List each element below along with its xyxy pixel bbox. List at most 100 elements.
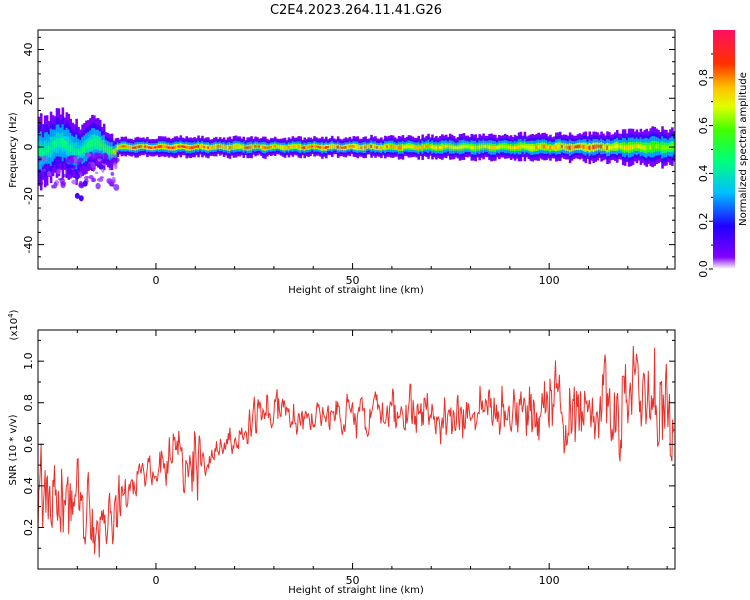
snr-frame <box>37 329 676 570</box>
spectrogram-cell <box>458 145 462 150</box>
spectrogram-speckle <box>53 181 58 189</box>
spectrogram-cell <box>545 145 548 149</box>
snr-ytick-label: 0.6 <box>22 436 35 454</box>
spectrogram-cell <box>590 145 594 150</box>
spectrogram-speckle <box>108 168 114 171</box>
spectrogram-speckle <box>38 168 43 176</box>
spectrogram-cell <box>226 146 230 150</box>
spectrogram-cell <box>228 146 232 150</box>
spectrogram-cell <box>124 145 128 148</box>
spectrogram-cell <box>366 145 369 148</box>
spectrogram-cell <box>643 145 647 150</box>
spectrogram-cell <box>110 149 114 155</box>
spectrogram-cell <box>576 144 580 149</box>
spectrogram-cell <box>582 144 586 149</box>
spectrogram-cell <box>513 146 517 150</box>
spectrogram-cell <box>562 145 566 149</box>
spectrogram-cell <box>474 146 478 150</box>
spectrogram-cell <box>268 146 271 149</box>
spectrogram-cell <box>146 145 149 149</box>
spectrogram-speckle <box>60 182 66 189</box>
spectrogram-cell <box>641 145 645 150</box>
spectrogram-cell <box>498 145 501 149</box>
spectrogram-cell <box>568 145 572 150</box>
spectrogram-cell <box>486 145 489 148</box>
spectrogram-speckle <box>78 157 84 162</box>
spectrogram-cell <box>374 145 377 149</box>
spectrogram-cell <box>527 145 531 149</box>
spectrogram-cell <box>539 144 542 149</box>
spectrogram-cell <box>553 146 556 149</box>
spectrogram-cell <box>401 145 405 149</box>
spectrogram-cell <box>413 146 417 149</box>
colorbar-tick-label: 0.0 <box>697 260 710 278</box>
spectrogram-cell <box>248 146 251 149</box>
spectrogram-speckle <box>41 169 46 173</box>
spectrogram-cell <box>462 144 466 149</box>
spectrogram-ytick-label: 0 <box>22 144 35 151</box>
colorbar-gradient <box>713 30 735 269</box>
spectrogram-cell <box>470 145 474 150</box>
spectrogram-cell <box>203 145 206 149</box>
spectrogram-cell <box>566 146 570 150</box>
spectrogram-cell <box>171 146 175 149</box>
spectrogram-cell <box>260 145 263 149</box>
spectrogram-cell <box>411 145 415 149</box>
spectrogram-cell <box>238 145 242 148</box>
spectrogram-cell <box>102 143 106 150</box>
spectrogram-cell <box>159 145 163 148</box>
spectrogram-cell <box>616 144 619 149</box>
spectrogram-cell <box>152 146 155 149</box>
spectrogram-speckle <box>87 156 94 160</box>
spectrogram-cell <box>450 145 454 149</box>
spectrogram-cell <box>635 144 639 149</box>
spectrogram-cell <box>95 139 98 146</box>
spectrogram-cell <box>578 144 582 149</box>
spectrogram-speckle <box>93 152 100 159</box>
spectrogram-cell <box>240 145 244 148</box>
spectrogram-cell <box>637 144 641 149</box>
spectrogram-axes: 0 50 100 -40 -20 0 20 40 <box>22 36 675 287</box>
spectrogram-speckle <box>96 158 103 162</box>
spectrogram-plot-area <box>38 107 675 202</box>
spectrogram-cell <box>53 140 57 148</box>
spectrogram-speckle <box>43 163 49 170</box>
spectrogram-speckle <box>46 171 52 177</box>
spectrogram-cell <box>395 146 399 149</box>
spectrogram-speckle <box>82 180 88 187</box>
spectrogram-ytick-label: 20 <box>22 91 35 105</box>
spectrogram-cell <box>505 145 509 149</box>
spectrogram-cell <box>128 146 132 149</box>
spectrogram-cell <box>187 146 190 149</box>
spectrogram-cell <box>501 144 505 148</box>
spectrogram-cell <box>600 144 603 149</box>
spectrogram-cell <box>63 140 67 148</box>
figure-title: C2E4.2023.264.11.41.G26 <box>270 3 442 18</box>
spectrogram-speckle <box>38 177 44 181</box>
spectrogram-cell <box>364 145 367 149</box>
spectrogram-cell <box>140 145 143 148</box>
spectrogram-cell <box>250 145 253 149</box>
spectrogram-xtick-label: 50 <box>346 274 360 287</box>
spectrogram-cell <box>387 144 391 148</box>
spectrogram-cell <box>466 145 470 148</box>
spectrogram-cell <box>334 145 338 148</box>
spectrogram-cell <box>85 143 88 151</box>
spectrogram-cell <box>49 142 53 152</box>
spectrogram-cell <box>273 145 277 148</box>
spectrogram-cell <box>633 144 637 149</box>
spectrogram-cell <box>586 146 590 150</box>
spectrogram-speckle <box>81 164 86 170</box>
spectrogram-cell <box>254 145 257 148</box>
spectrogram-cell <box>218 145 222 148</box>
spectrogram-cell <box>104 146 108 151</box>
spectrogram-cell <box>649 144 653 150</box>
spectrogram-cell <box>214 145 218 148</box>
spectrogram-cell <box>393 145 397 149</box>
spectrogram-cell <box>148 146 151 149</box>
spectrogram-cell <box>220 145 224 148</box>
spectrogram-cell <box>65 140 69 150</box>
spectrogram-cell <box>165 145 169 149</box>
spectrogram-cell <box>114 149 118 154</box>
spectrogram-cell <box>362 146 365 150</box>
